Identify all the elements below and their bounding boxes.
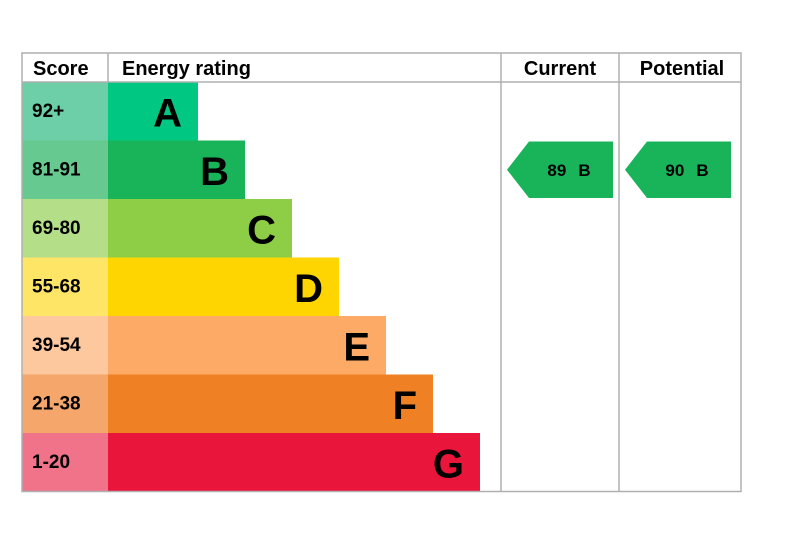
score-cell: [22, 199, 108, 258]
score-cell: [22, 374, 108, 433]
potential-label: 90 B: [665, 160, 708, 179]
current-arrow: [507, 141, 613, 198]
band-letter: A: [153, 91, 182, 135]
score-label: 69-80: [32, 218, 81, 239]
score-label: 55-68: [32, 276, 81, 297]
score-label: 39-54: [32, 335, 81, 356]
band-letter: E: [343, 325, 370, 369]
score-cell: [22, 316, 108, 375]
potential-value: 90: [665, 160, 684, 179]
score-cell: [22, 140, 108, 199]
band-letter: F: [393, 384, 417, 428]
header-rating: Energy rating: [122, 58, 251, 80]
current-value: 89: [547, 160, 566, 179]
band-bar: [108, 374, 433, 433]
header-score: Score: [33, 58, 89, 80]
table-border: [21, 52, 742, 493]
potential-arrow: [625, 141, 731, 198]
score-label: 92+: [32, 101, 64, 122]
potential-band: B: [696, 160, 708, 179]
band-bar: [108, 316, 386, 375]
band-letter: G: [433, 442, 464, 486]
score-cell: [22, 257, 108, 316]
band-letter: D: [294, 267, 323, 311]
score-cell: [22, 433, 108, 492]
band-bar: [108, 140, 245, 199]
score-label: 21-38: [32, 393, 81, 414]
score-label: 1-20: [32, 452, 70, 473]
band-bar: [108, 257, 339, 316]
score-cell: [22, 82, 108, 141]
band-letter: B: [200, 150, 229, 194]
score-label: 81-91: [32, 159, 81, 180]
band-bar: [108, 433, 480, 492]
current-label: 89 B: [547, 160, 590, 179]
band-letter: C: [247, 208, 276, 252]
band-bar: [108, 199, 292, 258]
band-bar: [108, 82, 198, 141]
header-potential: Potential: [640, 58, 724, 80]
current-band: B: [578, 160, 590, 179]
header-current: Current: [524, 58, 597, 80]
